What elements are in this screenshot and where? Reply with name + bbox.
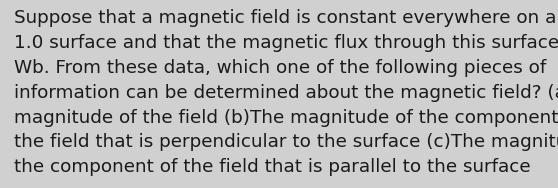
Text: information can be determined about the magnetic field? (a)The: information can be determined about the …: [14, 84, 558, 102]
Text: the component of the field that is parallel to the surface: the component of the field that is paral…: [14, 158, 531, 176]
Text: 1.0 surface and that the magnetic flux through this surface is 2.0: 1.0 surface and that the magnetic flux t…: [14, 34, 558, 52]
Text: magnitude of the field (b)The magnitude of the component of: magnitude of the field (b)The magnitude …: [14, 109, 558, 127]
Text: the field that is perpendicular to the surface (c)The magnitude of: the field that is perpendicular to the s…: [14, 133, 558, 152]
Text: Suppose that a magnetic field is constant everywhere on a flat: Suppose that a magnetic field is constan…: [14, 9, 558, 27]
Text: Wb. From these data, which one of the following pieces of: Wb. From these data, which one of the fo…: [14, 59, 546, 77]
